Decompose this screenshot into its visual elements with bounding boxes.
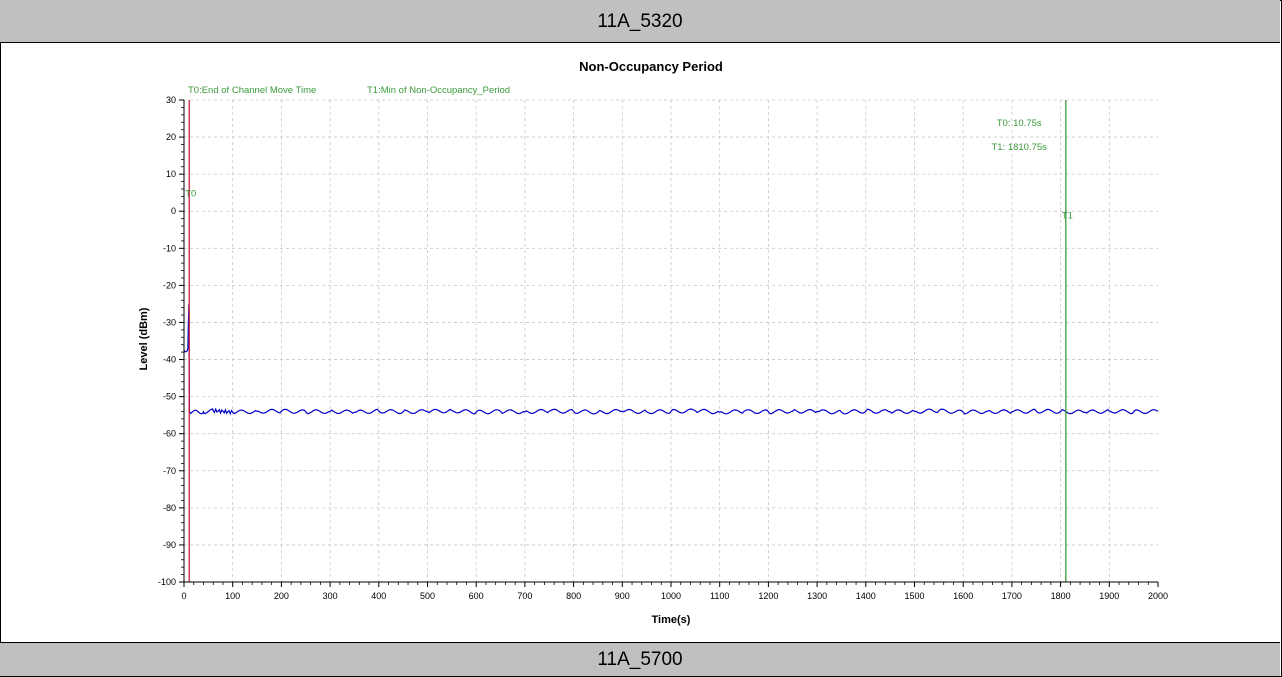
y-tick-label: 20 bbox=[166, 132, 176, 142]
x-tick-label: 500 bbox=[420, 591, 435, 601]
x-tick-label: 400 bbox=[371, 591, 386, 601]
x-axis-label: Time(s) bbox=[652, 614, 691, 626]
y-tick-label: -50 bbox=[163, 392, 176, 402]
x-tick-label: 1800 bbox=[1051, 591, 1071, 601]
axes: 0 100 200 300 400 500 600 700 800 900 1000 1100 1200… bbox=[158, 95, 1168, 601]
x-tick-label: 1400 bbox=[856, 591, 876, 601]
x-tick-label: 100 bbox=[225, 591, 240, 601]
x-tick-label: 600 bbox=[469, 591, 484, 601]
footer-title: 11A_5700 bbox=[0, 642, 1280, 676]
legend-entry-t1: T1:Min of Non-Occupancy_Period bbox=[367, 85, 510, 96]
y-tick-label: -40 bbox=[163, 355, 176, 365]
x-tick-label: 1000 bbox=[661, 591, 681, 601]
x-tick-label: 900 bbox=[615, 591, 630, 601]
x-tick-label: 300 bbox=[323, 591, 338, 601]
x-tick-label: 2000 bbox=[1148, 591, 1168, 601]
x-tick-label: 800 bbox=[566, 591, 581, 601]
y-tick-label: 10 bbox=[166, 169, 176, 179]
x-tick-label: 1700 bbox=[1002, 591, 1022, 601]
y-tick-label: -30 bbox=[163, 317, 176, 327]
x-tick-label: 0 bbox=[181, 591, 186, 601]
marker-label-t0: T0 bbox=[185, 188, 196, 199]
non-occupancy-chart: Non-Occupancy Period T0:End of Channel M… bbox=[138, 59, 1168, 626]
chart-title: Non-Occupancy Period bbox=[579, 59, 723, 74]
x-tick-label: 700 bbox=[517, 591, 532, 601]
grid bbox=[184, 99, 1158, 582]
x-tick-label: 1300 bbox=[807, 591, 827, 601]
y-tick-label: -90 bbox=[163, 540, 176, 550]
y-tick-label: 0 bbox=[171, 206, 176, 216]
y-tick-label: -10 bbox=[163, 243, 176, 253]
header-title: 11A_5320 bbox=[0, 0, 1280, 43]
y-tick-label: 30 bbox=[166, 95, 176, 105]
annotation-0: T0: 10.75s bbox=[997, 118, 1042, 129]
y-tick-label: -60 bbox=[163, 429, 176, 439]
series-layer bbox=[183, 303, 1159, 416]
x-tick-label: 200 bbox=[274, 591, 289, 601]
x-tick-label: 1600 bbox=[953, 591, 973, 601]
chart-area: Non-Occupancy Period T0:End of Channel M… bbox=[0, 44, 1280, 641]
y-tick-label: -100 bbox=[158, 577, 176, 587]
x-tick-label: 1200 bbox=[758, 591, 778, 601]
y-tick-label: -80 bbox=[163, 503, 176, 513]
annotation-layer: T0: 10.75s T1: 1810.75s bbox=[991, 118, 1047, 153]
legend-entry-t0: T0:End of Channel Move Time bbox=[188, 85, 316, 96]
y-tick-label: -70 bbox=[163, 466, 176, 476]
x-tick-label: 1900 bbox=[1099, 591, 1119, 601]
marker-label-t1: T1 bbox=[1062, 211, 1073, 222]
x-tick-label: 1500 bbox=[904, 591, 924, 601]
y-axis-label: Level (dBm) bbox=[138, 307, 150, 370]
series-line-0 bbox=[183, 303, 1159, 416]
y-tick-label: -20 bbox=[163, 280, 176, 290]
x-tick-label: 1100 bbox=[710, 591, 729, 601]
annotation-1: T1: 1810.75s bbox=[991, 142, 1047, 153]
marker-layer: T0 T1 bbox=[185, 100, 1073, 582]
